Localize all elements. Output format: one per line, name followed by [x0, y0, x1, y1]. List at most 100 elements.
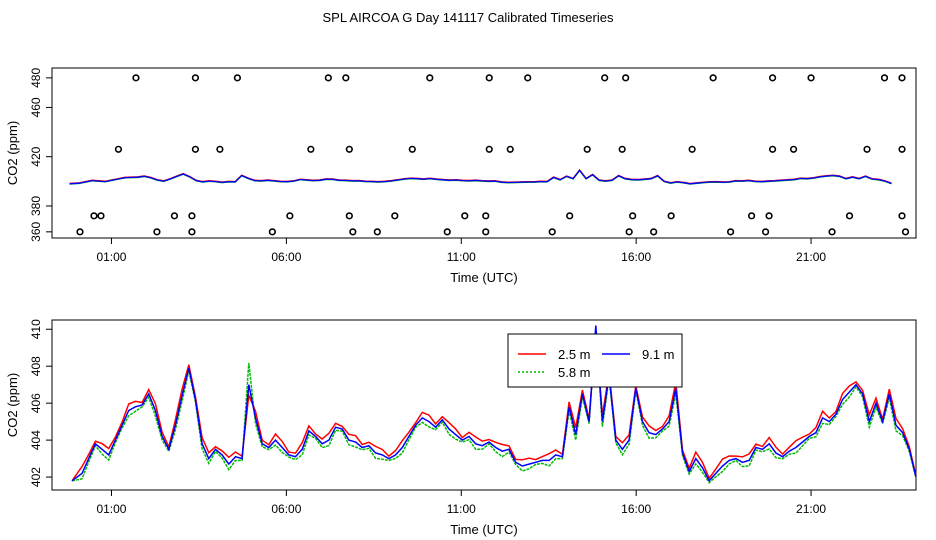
- top-scatter-point: [768, 74, 777, 82]
- top-scatter-point: [345, 212, 353, 220]
- top-panel: 01:00 06:00 11:00 16:00 21:00 360 380 420 460 48…: [5, 67, 917, 285]
- page-title: SPL AIRCOA G Day 141117 Calibrated Times…: [323, 10, 614, 25]
- top-scatter-point: [188, 212, 196, 220]
- top-scatter-point: [765, 212, 773, 220]
- legend-box: [507, 333, 683, 388]
- top-scatter-point: [807, 74, 815, 82]
- bottom-ytick-label: 402: [29, 467, 43, 487]
- top-scatter-point: [688, 145, 696, 153]
- bottom-panel: 01:00 06:00 11:00 16:00 21:00 402 404 406 408 41…: [5, 319, 917, 537]
- top-scatter-point: [622, 74, 630, 82]
- top-scatter-point: [268, 228, 276, 236]
- bottom-xlabel: Time (UTC): [450, 522, 517, 537]
- top-xtick-label: 06:00: [271, 250, 301, 264]
- top-scatter-point: [485, 74, 493, 82]
- top-scatter-point: [845, 212, 854, 220]
- bottom-plot-frame: [51, 319, 917, 491]
- top-scatter-point: [114, 145, 123, 153]
- top-scatter-point: [443, 228, 451, 236]
- top-ytick-label: 380: [29, 196, 43, 216]
- top-scatter-point: [898, 74, 906, 82]
- top-scatter-point: [286, 212, 294, 220]
- top-scatter-point: [789, 145, 798, 153]
- top-scatter-point: [349, 228, 357, 236]
- top-scatter-point: [601, 74, 609, 82]
- top-ytick-label: 360: [29, 222, 43, 242]
- top-ylabel: CO2 (ppm): [5, 121, 20, 185]
- top-scatter-point: [216, 145, 224, 153]
- top-xtick-label: 21:00: [796, 250, 826, 264]
- top-scatter-point: [485, 145, 493, 153]
- bottom-ylabel: CO2 (ppm): [5, 373, 20, 437]
- top-scatter-point: [747, 212, 756, 220]
- top-scatter-point: [408, 145, 416, 153]
- top-scatter-point: [307, 145, 315, 153]
- legend-label-5-8m: 5.8 m: [558, 365, 591, 380]
- top-scatter-point: [901, 228, 910, 236]
- bottom-ytick-label: 408: [29, 356, 43, 376]
- top-scatter-point: [170, 212, 179, 220]
- bottom-series-line: [71, 330, 917, 484]
- top-xtick-label: 11:00: [447, 250, 476, 264]
- top-scatter-point: [391, 212, 399, 220]
- top-scatter-point: [629, 212, 637, 220]
- bottom-series-line: [71, 325, 917, 483]
- legend-label-9-1m: 9.1 m: [642, 347, 675, 362]
- top-scatter-point: [618, 145, 626, 153]
- top-scatter-point: [667, 212, 675, 220]
- bottom-xtick-label: 11:00: [447, 502, 476, 516]
- top-xtick-label: 16:00: [621, 250, 651, 264]
- top-scatter-point: [76, 228, 84, 236]
- top-scatter-point: [97, 212, 105, 220]
- top-scatter-point: [233, 74, 241, 82]
- top-series-line: [69, 169, 892, 185]
- top-scatter-point: [898, 212, 906, 220]
- top-ytick-label: 420: [29, 146, 43, 166]
- top-scatter-point: [132, 74, 140, 82]
- top-scatter-point: [768, 145, 777, 153]
- top-scatter-point: [90, 212, 98, 220]
- top-plot-frame: [51, 67, 917, 239]
- top-scatter-point: [506, 145, 514, 153]
- top-scatter-point: [566, 212, 574, 220]
- top-scatter-point: [898, 145, 906, 153]
- top-xtick-label: 01:00: [96, 250, 126, 264]
- bottom-ytick-label: 410: [29, 319, 43, 339]
- top-scatter-point: [650, 228, 658, 236]
- top-scatter-point: [188, 228, 196, 236]
- top-scatter-point: [880, 74, 889, 82]
- top-scatter-point: [191, 145, 200, 153]
- top-scatter-point: [625, 228, 633, 236]
- bottom-xtick-label: 16:00: [621, 502, 651, 516]
- legend: 2.5 m 5.8 m 9.1 m: [507, 333, 683, 388]
- top-scatter-point: [761, 228, 770, 236]
- top-scatter-point: [548, 228, 556, 236]
- top-ytick-label: 460: [29, 97, 43, 117]
- bottom-xtick-label: 21:00: [796, 502, 826, 516]
- top-scatter-point: [426, 74, 434, 82]
- top-ytick-label: 480: [29, 68, 43, 88]
- top-scatter-point: [461, 212, 469, 220]
- top-scatter-point: [324, 74, 332, 82]
- bottom-series-line: [71, 331, 917, 482]
- top-series-line: [69, 169, 892, 185]
- top-scatter-point: [153, 228, 161, 236]
- bottom-xtick-label: 06:00: [271, 502, 301, 516]
- top-scatter-point: [828, 228, 836, 236]
- bottom-ytick-label: 404: [29, 430, 43, 450]
- top-scatter-point: [727, 228, 735, 236]
- top-scatter-point: [191, 74, 200, 82]
- top-scatter-point: [583, 145, 591, 153]
- top-xlabel: Time (UTC): [450, 270, 517, 285]
- top-scatter-point: [345, 145, 353, 153]
- top-scatter-point: [482, 228, 490, 236]
- top-scatter-point: [373, 228, 381, 236]
- bottom-ytick-label: 406: [29, 393, 43, 413]
- top-scatter-point: [342, 74, 350, 82]
- top-scatter-point: [863, 145, 871, 153]
- bottom-xtick-label: 01:00: [96, 502, 126, 516]
- top-scatter-point: [524, 74, 532, 82]
- top-scatter-point: [482, 212, 490, 220]
- legend-label-2-5m: 2.5 m: [558, 347, 591, 362]
